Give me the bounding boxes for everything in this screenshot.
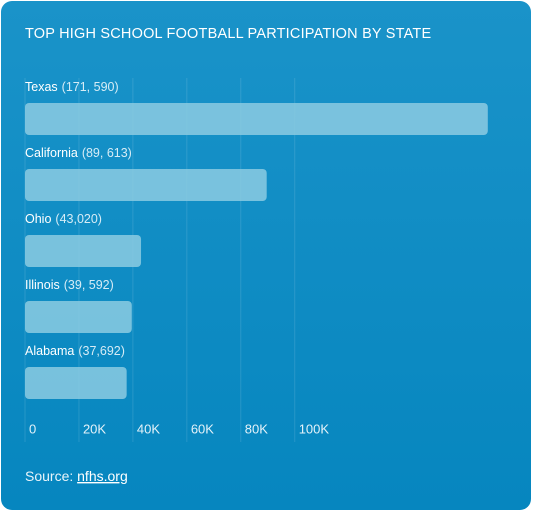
x-tick-label: 80K xyxy=(245,421,268,436)
value-label: (43,020) xyxy=(55,212,102,226)
bar-label: Alabama (37,692) xyxy=(25,344,125,358)
source: Source: nfhs.org xyxy=(25,468,128,484)
category-label: Alabama xyxy=(25,344,74,358)
bar-label: Texas (171, 590) xyxy=(25,80,119,94)
x-tick-label: 60K xyxy=(191,421,214,436)
bar-label: California (89, 613) xyxy=(25,146,132,160)
value-label: (89, 613) xyxy=(82,146,132,160)
value-label: (37,692) xyxy=(78,344,125,358)
category-label: California xyxy=(25,146,78,160)
source-label: Source: xyxy=(25,468,73,484)
bar xyxy=(25,301,132,333)
category-label: Ohio xyxy=(25,212,51,226)
source-link[interactable]: nfhs.org xyxy=(77,468,128,484)
value-label: (171, 590) xyxy=(62,80,119,94)
bar xyxy=(25,103,488,135)
x-tick-label: 20K xyxy=(83,421,106,436)
category-label: Texas xyxy=(25,80,58,94)
bar-label: Illinois (39, 592) xyxy=(25,278,114,292)
chart-title: TOP HIGH SCHOOL FOOTBALL PARTICIPATION B… xyxy=(25,26,431,42)
x-tick-label: 100K xyxy=(299,421,330,436)
value-label: (39, 592) xyxy=(64,278,114,292)
bar-label: Ohio (43,020) xyxy=(25,212,102,226)
x-tick-label: 0 xyxy=(29,421,36,436)
bar xyxy=(25,367,127,399)
bar xyxy=(25,235,142,267)
category-label: Illinois xyxy=(25,278,60,292)
x-tick-label: 40K xyxy=(137,421,160,436)
bar xyxy=(25,169,267,201)
